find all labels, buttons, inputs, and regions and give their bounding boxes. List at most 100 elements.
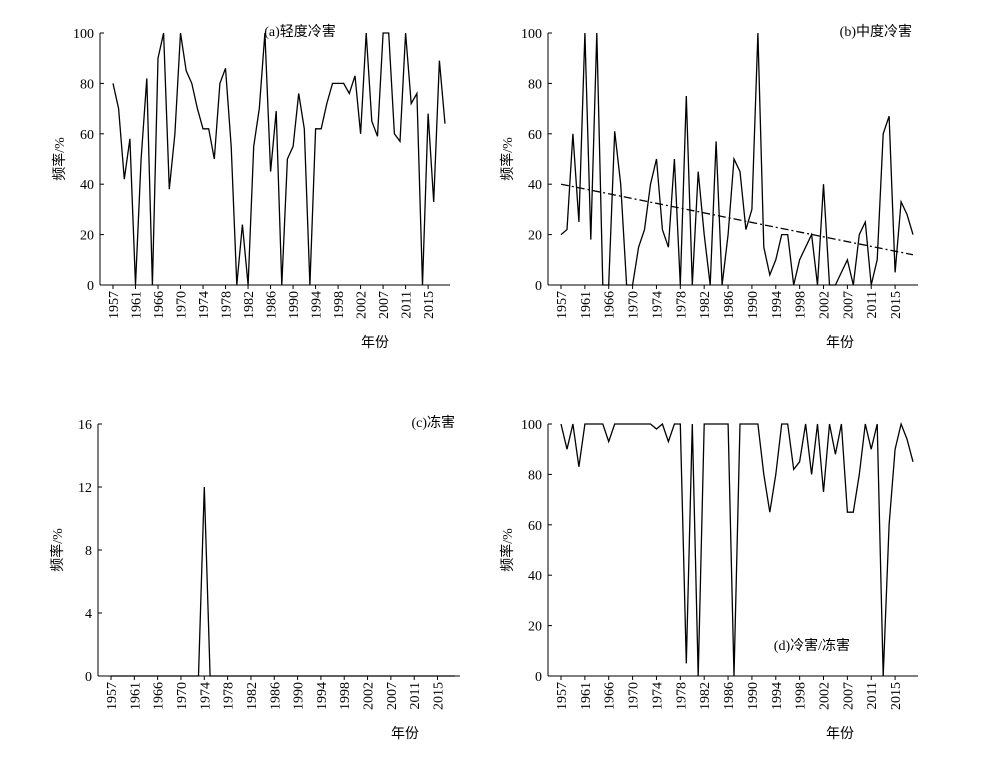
panel-title: (b)中度冷害 — [840, 24, 912, 40]
panel-title: (a)轻度冷害 — [264, 24, 336, 40]
x-tick-label: 1982 — [242, 291, 257, 319]
x-tick-label: 1998 — [794, 291, 809, 319]
y-tick-label: 20 — [528, 229, 542, 244]
x-tick-label: 1970 — [175, 682, 190, 710]
y-axis-label: 频率/% — [49, 528, 66, 572]
data-line — [112, 32, 446, 286]
x-tick-label: 2007 — [385, 682, 400, 710]
x-axis-label: 年份 — [391, 726, 419, 742]
x-tick-label: 1978 — [220, 291, 235, 319]
y-tick-label: 40 — [528, 569, 542, 584]
x-tick-label: 2015 — [889, 291, 904, 319]
x-tick-label: 2002 — [362, 682, 377, 710]
y-axis-label: 频率/% — [499, 528, 516, 572]
y-tick-label: 4 — [85, 607, 92, 622]
x-tick-label: 1966 — [603, 682, 618, 710]
x-tick-label: 1982 — [698, 291, 713, 319]
x-tick-label: 1986 — [722, 291, 737, 319]
data-line — [560, 421, 914, 677]
x-axis-label: 年份 — [361, 335, 389, 351]
y-tick-label: 60 — [528, 519, 542, 534]
x-tick-label: 1970 — [627, 682, 642, 710]
x-tick-label: 1974 — [650, 291, 665, 319]
x-tick-label: 1994 — [310, 291, 325, 319]
x-tick-label: 1978 — [674, 682, 689, 710]
x-tick-label: 1966 — [152, 291, 167, 319]
y-tick-label: 100 — [521, 418, 542, 433]
x-tick-label: 1974 — [650, 682, 665, 710]
x-tick-label: 1994 — [770, 291, 785, 319]
x-tick-label: 1998 — [332, 291, 347, 319]
x-tick-label: 1986 — [265, 291, 280, 319]
y-tick-label: 60 — [528, 128, 542, 143]
x-tick-label: 1978 — [222, 682, 237, 710]
x-tick-label: 1961 — [130, 291, 145, 319]
panel-title: (d)冷害/冻害 — [774, 637, 850, 654]
x-tick-label: 1986 — [722, 682, 737, 710]
x-tick-label: 1961 — [579, 682, 594, 710]
x-tick-label: 2007 — [841, 291, 856, 319]
x-tick-label: 1978 — [674, 291, 689, 319]
panel-title: (c)冻害 — [411, 414, 455, 431]
x-tick-label: 2007 — [841, 682, 856, 710]
x-tick-label: 1970 — [175, 291, 190, 319]
x-tick-label: 2011 — [408, 682, 423, 709]
x-tick-label: 1957 — [107, 291, 122, 319]
trend-line — [560, 183, 914, 256]
y-tick-label: 0 — [85, 670, 92, 685]
y-axis-label: 频率/% — [499, 137, 516, 181]
x-tick-label: 1957 — [555, 291, 570, 319]
y-tick-label: 80 — [80, 77, 94, 92]
x-tick-label: 1994 — [770, 682, 785, 710]
x-tick-label: 2015 — [889, 682, 904, 710]
y-tick-label: 8 — [85, 544, 92, 559]
x-tick-label: 2011 — [865, 291, 880, 318]
x-tick-label: 2015 — [422, 291, 437, 319]
x-tick-label: 1966 — [603, 291, 618, 319]
x-tick-label: 1998 — [794, 682, 809, 710]
x-axis-label: 年份 — [826, 335, 854, 351]
y-tick-label: 100 — [73, 27, 94, 42]
x-tick-label: 2011 — [865, 682, 880, 709]
y-tick-label: 20 — [80, 229, 94, 244]
x-tick-label: 1994 — [315, 682, 330, 710]
x-tick-label: 1966 — [152, 682, 167, 710]
data-line — [111, 486, 455, 677]
x-tick-label: 1961 — [128, 682, 143, 710]
x-tick-label: 1974 — [197, 291, 212, 319]
y-tick-label: 0 — [87, 279, 94, 294]
x-tick-label: 1957 — [105, 682, 120, 710]
y-tick-label: 0 — [535, 279, 542, 294]
x-tick-label: 2002 — [818, 682, 833, 710]
x-tick-label: 2007 — [377, 291, 392, 319]
x-tick-label: 1957 — [555, 682, 570, 710]
x-tick-label: 1990 — [292, 682, 307, 710]
x-tick-label: 1990 — [287, 291, 302, 319]
x-tick-label: 1974 — [198, 682, 213, 710]
y-tick-label: 40 — [528, 178, 542, 193]
x-tick-label: 1990 — [746, 682, 761, 710]
y-tick-label: 0 — [535, 670, 542, 685]
y-tick-label: 40 — [80, 178, 94, 193]
x-tick-label: 1982 — [698, 682, 713, 710]
x-tick-label: 2002 — [355, 291, 370, 319]
y-tick-label: 12 — [78, 481, 92, 496]
x-tick-label: 1998 — [338, 682, 353, 710]
y-tick-label: 16 — [78, 418, 92, 433]
y-tick-label: 80 — [528, 468, 542, 483]
y-tick-label: 80 — [528, 77, 542, 92]
x-tick-label: 1990 — [746, 291, 761, 319]
y-tick-label: 20 — [528, 620, 542, 635]
y-tick-label: 60 — [80, 128, 94, 143]
x-tick-label: 2011 — [400, 291, 415, 318]
x-tick-label: 2015 — [432, 682, 447, 710]
x-tick-label: 1982 — [245, 682, 260, 710]
x-tick-label: 2002 — [818, 291, 833, 319]
x-tick-label: 1986 — [268, 682, 283, 710]
data-line — [560, 32, 914, 286]
x-axis-label: 年份 — [826, 726, 854, 742]
y-axis-label: 频率/% — [51, 137, 68, 181]
x-tick-label: 1961 — [579, 291, 594, 319]
y-tick-label: 100 — [521, 27, 542, 42]
